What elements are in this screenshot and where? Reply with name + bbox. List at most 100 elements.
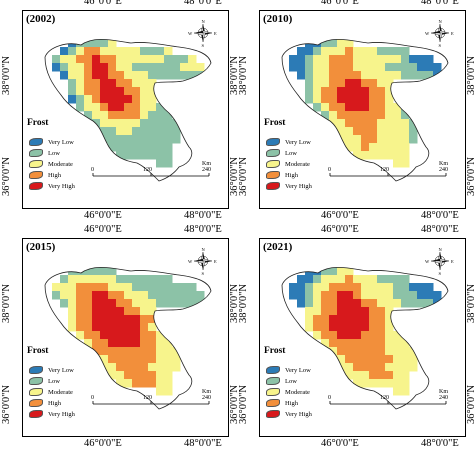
- frost-cell: [377, 55, 386, 64]
- frost-cell: [140, 299, 149, 308]
- frost-cell: [116, 283, 125, 292]
- frost-cell: [156, 275, 165, 284]
- frost-cell: [289, 283, 298, 292]
- frost-cell: [345, 307, 354, 316]
- frost-cell: [385, 331, 394, 340]
- frost-cell: [401, 371, 410, 380]
- compass-s-label: S: [438, 271, 442, 276]
- frost-cell: [361, 371, 370, 380]
- compass-icon: [430, 23, 450, 43]
- frost-cell: [377, 291, 386, 300]
- frost-cell: [393, 291, 402, 300]
- frost-cell: [401, 275, 410, 284]
- frost-cell: [425, 55, 434, 64]
- frost-cell: [148, 363, 157, 372]
- frost-cell: [385, 299, 394, 308]
- frost-cell: [417, 63, 426, 72]
- frost-cell: [369, 307, 378, 316]
- legend-item: High: [266, 171, 298, 179]
- compass-n-label: N: [201, 19, 205, 24]
- frost-cell: [76, 95, 85, 104]
- frost-cell: [337, 55, 346, 64]
- frost-cell: [108, 103, 117, 112]
- frost-cell: [361, 291, 370, 300]
- frost-cell: [369, 363, 378, 372]
- legend-item: Moderate: [29, 388, 73, 396]
- frost-cell: [132, 111, 141, 120]
- frost-cell: [305, 275, 314, 284]
- frost-cell: [377, 47, 386, 56]
- frost-cell: [116, 339, 125, 348]
- frost-cell: [369, 111, 378, 120]
- frost-cell: [393, 143, 402, 152]
- frost-cell: [393, 111, 402, 120]
- scale-unit: Km: [439, 389, 448, 395]
- frost-cell: [156, 103, 165, 112]
- legend-swatch: [29, 160, 43, 168]
- frost-cell: [321, 47, 330, 56]
- legend-label: Low: [48, 149, 60, 157]
- frost-cell: [140, 71, 149, 80]
- legend-item: Very High: [266, 182, 312, 190]
- frost-cell: [116, 363, 125, 372]
- frost-cell: [393, 127, 402, 136]
- watershed-outline: [281, 39, 449, 182]
- frost-cell: [60, 275, 69, 284]
- frost-cell: [361, 283, 370, 292]
- frost-cell: [76, 71, 85, 80]
- frost-cell: [156, 299, 165, 308]
- frost-cell: [409, 299, 418, 308]
- frost-cell: [124, 275, 133, 284]
- compass-icon: [193, 251, 213, 271]
- frost-cell: [164, 363, 173, 372]
- frost-cell: [353, 355, 362, 364]
- frost-cell: [108, 47, 117, 56]
- legend-label: Very Low: [285, 138, 311, 146]
- frost-cell: [385, 103, 394, 112]
- frost-cell: [409, 135, 418, 144]
- frost-cell: [140, 355, 149, 364]
- frost-cell: [84, 315, 93, 324]
- frost-raster-map: [281, 251, 450, 410]
- frost-cell: [377, 127, 386, 136]
- frost-cell: [345, 275, 354, 284]
- frost-cell: [172, 135, 181, 144]
- frost-cell: [361, 79, 370, 88]
- legend-item: Very High: [266, 410, 312, 418]
- frost-cell: [321, 71, 330, 80]
- frost-cell: [377, 323, 386, 332]
- frost-cell: [76, 103, 85, 112]
- frost-cell: [92, 87, 101, 96]
- frost-cell: [345, 347, 354, 356]
- legend-swatch: [266, 182, 280, 190]
- frost-cell: [92, 71, 101, 80]
- frost-cell: [140, 379, 149, 388]
- frost-cell: [329, 71, 338, 80]
- frost-cell: [196, 63, 205, 72]
- frost-cell: [361, 323, 370, 332]
- frost-cell: [92, 39, 101, 48]
- scale-tick-label: 120: [380, 167, 389, 173]
- frost-cell: [369, 71, 378, 80]
- frost-cell: [116, 95, 125, 104]
- legend-item: Very Low: [29, 366, 74, 374]
- frost-cell: [369, 47, 378, 56]
- frost-cell: [100, 283, 109, 292]
- frost-cell: [92, 95, 101, 104]
- frost-cell: [68, 71, 77, 80]
- frost-cell: [84, 339, 93, 348]
- frost-cell: [377, 63, 386, 72]
- frost-cell: [116, 379, 125, 388]
- frost-cell: [329, 87, 338, 96]
- lon-label-48e: 48°0'0"E: [421, 0, 459, 7]
- frost-cell: [337, 339, 346, 348]
- frost-cell: [353, 63, 362, 72]
- frost-cell: [361, 143, 370, 152]
- frost-cell: [108, 95, 117, 104]
- frost-cell: [377, 143, 386, 152]
- frost-cell: [132, 79, 141, 88]
- frost-cell: [337, 111, 346, 120]
- frost-cell: [156, 47, 165, 56]
- frost-cell: [100, 355, 109, 364]
- frost-cell: [393, 379, 402, 388]
